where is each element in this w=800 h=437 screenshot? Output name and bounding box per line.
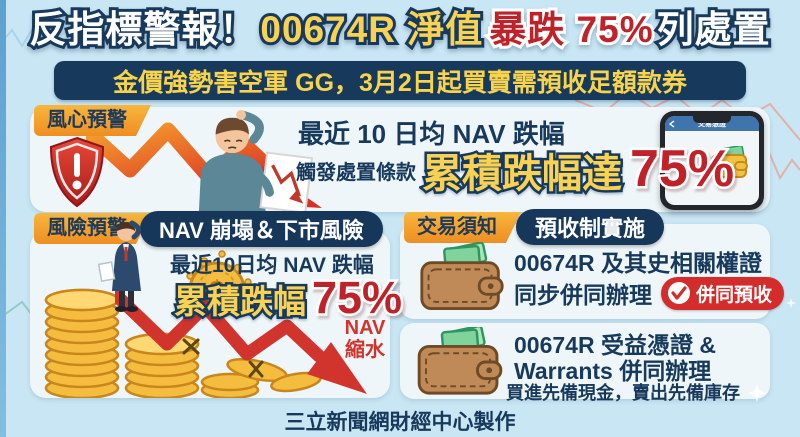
warrants-line3: 買進先備現金，賣出先備庫存: [506, 383, 740, 403]
trading-pill-label: 預收制實施: [535, 216, 646, 241]
warrants-line2: Warrants 併同辦理: [514, 358, 712, 384]
risk-pill: NAV 崩塌＆下市風險: [140, 211, 383, 247]
coin-dollar-symbol: $: [209, 275, 225, 306]
trading-badge: 交易須知: [404, 212, 521, 243]
left-edge-strip: [0, 0, 6, 437]
alert-badge-label: 風心預警: [47, 109, 127, 131]
title-plunge-text: 暴跌 75%: [486, 6, 655, 53]
back-chevron-icon: [669, 120, 675, 128]
risk-value: 75%: [309, 272, 404, 323]
subtitle-banner: 金價強勢害空軍 GG，3月2日起買賣需預收足額款券: [54, 61, 746, 100]
trading-card1-line2: 同步併同辦理: [514, 282, 652, 308]
risk-highlight: 累積跌幅: [172, 283, 309, 321]
nav-shrink-line2: 縮水: [345, 338, 385, 361]
warrants-line1: 00674R 受益憑證 &: [514, 332, 716, 358]
sparkle-icon: [748, 384, 766, 402]
risk-pill-label: NAV 崩塌＆下市風險: [159, 218, 364, 243]
alert-highlight: 累積跌幅達: [420, 151, 625, 196]
check-circle-icon: [668, 282, 690, 304]
alert-trigger-prefix: 觸發處置條款: [296, 161, 416, 184]
title-disposition-text: 列處置: [654, 6, 773, 53]
phone-header-label: 交易憑證: [698, 120, 726, 128]
phone-notch: [693, 116, 731, 123]
nav-shrink-line1: NAV: [344, 317, 386, 339]
smartphone-icon: 交易憑證: [660, 111, 764, 210]
wallet-icon: [417, 327, 503, 395]
shield-alert-icon: [49, 136, 105, 208]
wallet-icon: [420, 242, 504, 311]
nav-alert-panel: [30, 107, 770, 212]
risk-line1: 最近10日均 NAV 跌幅: [170, 254, 374, 277]
trading-card1-line2-row: 同步併同辦理 併同預收: [514, 276, 785, 310]
trading-badge-label: 交易須知: [417, 216, 497, 238]
phone-screen: 交易憑證: [665, 116, 759, 205]
alert-badge: 風心預警: [34, 105, 151, 136]
page-title: 反指標警報！00674R 淨值 暴跌 75%列處置: [0, 6, 800, 54]
footer-credit: 三立新聞網財經中心製作: [284, 411, 516, 434]
pre-collection-tag-label: 併同預收: [696, 284, 773, 306]
sparkle-icon: [786, 298, 796, 308]
businessman-illustration: [98, 220, 141, 312]
nav-shrink-label: NAV 縮水: [336, 317, 394, 361]
phone-app-header: 交易憑證: [665, 116, 759, 131]
trading-card1-line1: 00674R 及其史相關權證: [514, 250, 762, 276]
gold-coins-icon: $: [44, 250, 322, 398]
alert-line2: 觸發處置條款 累積跌幅達 75%: [296, 140, 737, 198]
worried-man-illustration: [198, 109, 314, 212]
alert-value: 75%: [627, 140, 736, 198]
alert-line1: 最近 10 日均 NAV 跌幅: [298, 119, 565, 149]
risk-badge-label: 風險預警: [47, 217, 127, 239]
risk-highlight-row: 累積跌幅 75%: [172, 272, 405, 323]
subtitle-text: 金價強勢害空軍 GG，3月2日起買賣需預收足額款券: [113, 68, 687, 97]
pre-collection-tag: 併同預收: [661, 276, 785, 310]
nav-down-arrow-icon: [115, 289, 367, 394]
title-ticker-text: 00674R 淨值: [257, 6, 485, 53]
title-alert-text: 反指標警報！: [26, 6, 259, 53]
phone-wallet-icon: [711, 146, 748, 178]
trading-pill: 預收制實施: [516, 209, 665, 245]
